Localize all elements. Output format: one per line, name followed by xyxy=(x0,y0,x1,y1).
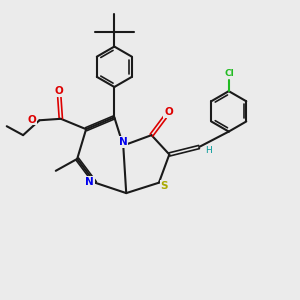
Text: O: O xyxy=(28,115,36,125)
Text: O: O xyxy=(55,86,64,96)
Text: H: H xyxy=(205,146,212,154)
Text: O: O xyxy=(164,107,173,117)
Text: N: N xyxy=(85,177,94,187)
Text: S: S xyxy=(160,181,168,191)
Text: N: N xyxy=(119,137,128,147)
Text: Cl: Cl xyxy=(224,69,234,78)
